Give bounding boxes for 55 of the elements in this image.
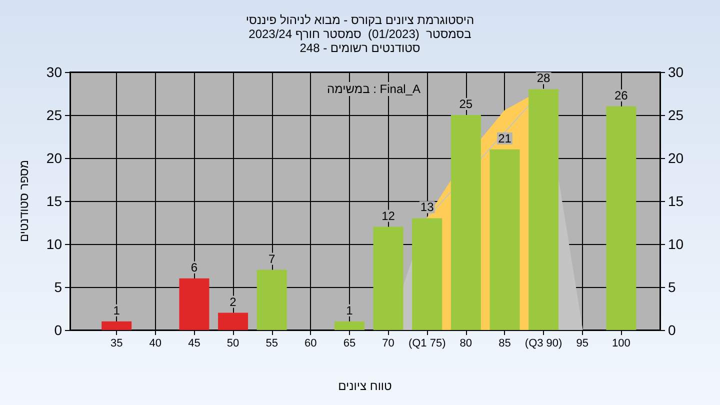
data-label: 6: [190, 260, 198, 274]
x-tick-label: 70: [382, 338, 394, 350]
data-label: 7: [268, 252, 276, 266]
x-axis-title: טווח ציונים: [338, 379, 392, 393]
data-label: 21: [498, 131, 512, 146]
y-tick-label: 25: [46, 107, 62, 123]
bar: [179, 278, 210, 330]
x-tick-label: 100: [612, 338, 630, 350]
y2-tick-label: 5: [668, 279, 676, 295]
x-tick-label: (Q3 90): [524, 338, 562, 350]
y2-tick-label: 10: [668, 236, 684, 252]
x-tick-label: 65: [343, 338, 356, 350]
x-tick-label: (Q1 75): [408, 338, 446, 350]
x-tick-label: 85: [498, 338, 511, 350]
bar: [450, 115, 481, 330]
y2-tick-label: 20: [668, 150, 684, 166]
x-tick-label: 95: [576, 338, 588, 350]
y2-tick-label: 30: [668, 64, 684, 80]
x-tick-label: 45: [188, 338, 200, 350]
y-tick-label: 30: [46, 64, 62, 80]
y-axis-title: מספר סטודנטים: [17, 160, 31, 242]
data-label: 13: [420, 200, 434, 214]
bar: [373, 226, 404, 330]
y2-tick-label: 15: [668, 193, 684, 209]
bar: [102, 321, 132, 330]
bar: [218, 312, 248, 330]
data-label: 1: [346, 303, 354, 318]
data-label: 1: [113, 303, 120, 318]
y-tick-label: 20: [46, 150, 62, 166]
y-tick-label: 10: [46, 236, 62, 252]
y2-tick-label: 25: [668, 107, 684, 123]
bar: [256, 270, 287, 330]
y2-tick-label: 0: [668, 322, 676, 338]
data-label: 25: [459, 97, 473, 111]
bar: [334, 321, 364, 330]
x-tick-label: 50: [226, 338, 240, 350]
data-label: 2: [230, 294, 237, 309]
x-tick-label: 55: [266, 338, 278, 350]
x-tick-label: 35: [110, 338, 123, 350]
data-label: 26: [614, 88, 628, 102]
x-tick-label: 60: [304, 338, 317, 350]
x-tick-label: 40: [149, 338, 162, 350]
y-tick-label: 15: [46, 193, 62, 209]
bar: [490, 149, 520, 330]
bar: [412, 218, 442, 330]
data-label: 28: [536, 71, 551, 86]
y-tick-label: 0: [54, 322, 62, 338]
data-label: 12: [382, 208, 396, 223]
chart-subtitle: בסמסטר (01/2023) סמסטר חורף 2023/24 סטודנטים רשומים - 248: [248, 27, 472, 55]
y-tick-label: 5: [54, 279, 62, 295]
bar: [606, 106, 636, 330]
x-tick-label: 80: [460, 338, 472, 350]
chart-title: היסטוגרמת ציונים בקורס - מבוא לניהול פיננסי: [246, 13, 474, 27]
annotation: במשימה : Final_A: [327, 82, 420, 96]
bar: [528, 89, 559, 330]
